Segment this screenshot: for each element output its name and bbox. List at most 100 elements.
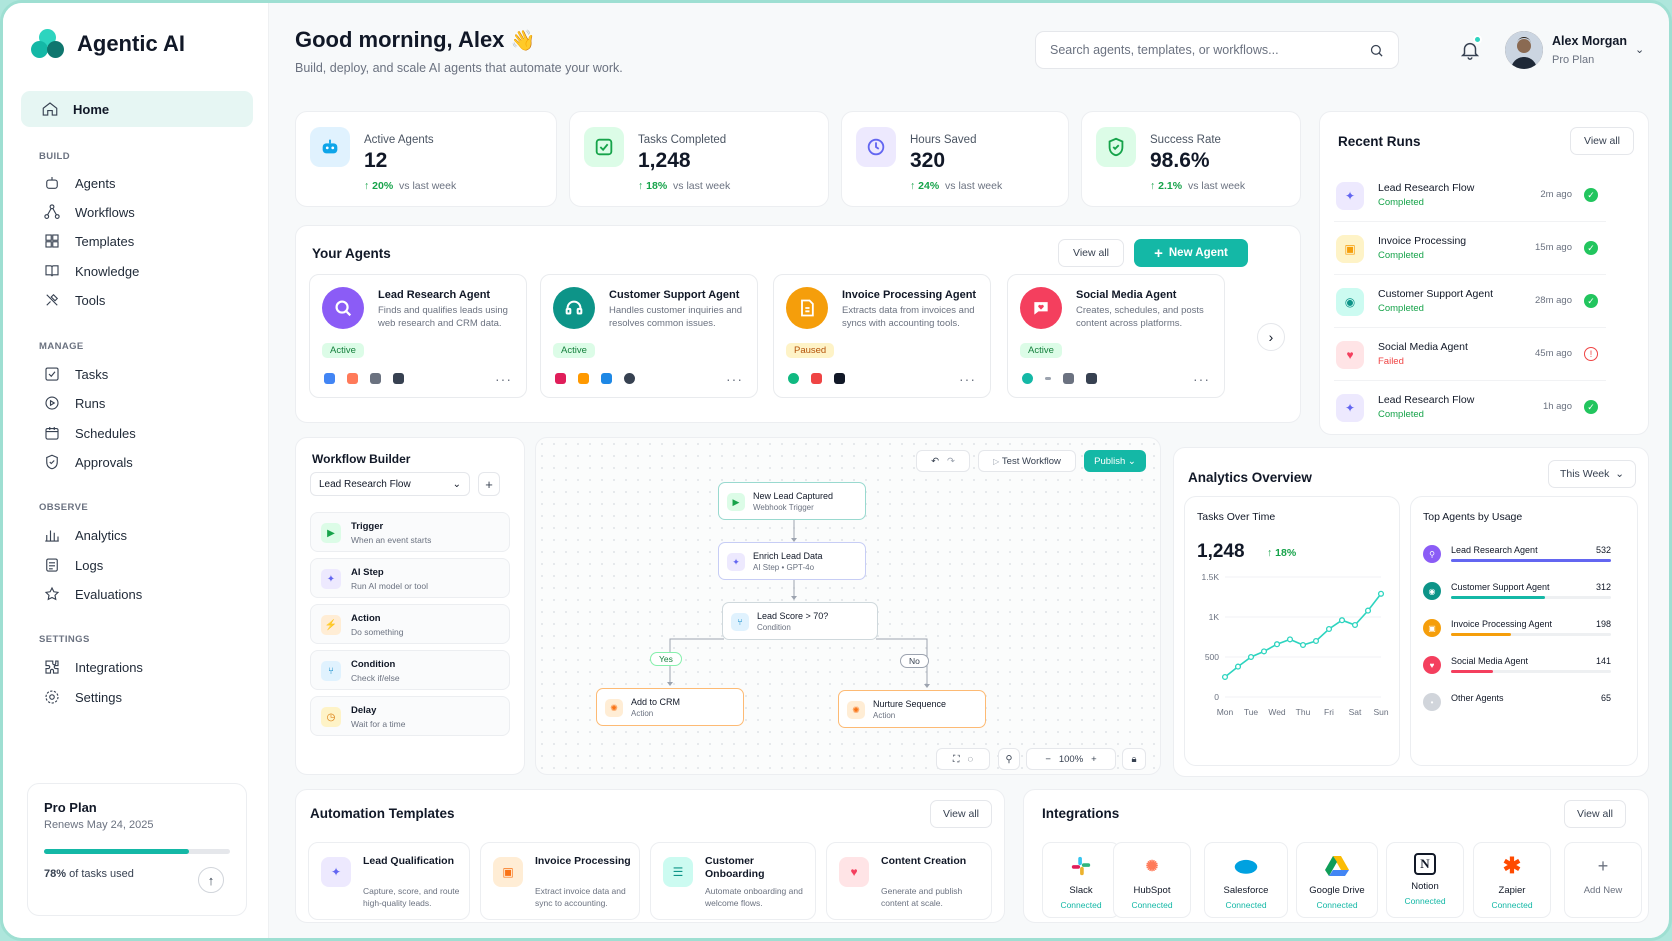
zoom-icon[interactable]: ⚲	[998, 748, 1020, 770]
add-integration-button[interactable]: + Add New	[1564, 842, 1642, 918]
step-ai[interactable]: ✦ AI Step Run AI model or tool	[310, 558, 510, 598]
sidebar-item-knowledge[interactable]: Knowledge	[43, 259, 139, 283]
lock-icon[interactable]: 🔒︎	[1122, 748, 1146, 770]
upgrade-button[interactable]: ↑	[198, 867, 224, 893]
publish-button[interactable]: Publish ⌄	[1084, 450, 1146, 472]
data-point	[1234, 663, 1242, 670]
sidebar-item-schedules[interactable]: Schedules	[43, 421, 136, 445]
integration-slack[interactable]: Slack Connected	[1042, 842, 1120, 918]
chat-heart-icon: ♥	[839, 857, 869, 887]
more-icon[interactable]: ···	[1193, 371, 1210, 387]
integrations-view-all-button[interactable]: View all	[1564, 800, 1626, 828]
step-condition[interactable]: ⑂ Condition Check if/else	[310, 650, 510, 690]
node-nurture[interactable]: ✺ Nurture Sequence Action	[838, 690, 986, 728]
agent-card[interactable]: Invoice Processing Agent Extracts data f…	[773, 274, 991, 398]
chevron-down-icon[interactable]: ⌄	[1635, 44, 1645, 56]
invoice-icon: ▣	[1423, 619, 1441, 637]
star-icon	[44, 586, 60, 601]
template-card[interactable]: ▣ Invoice Processing Extract invoice data …	[480, 842, 640, 920]
tool-icons	[555, 373, 635, 384]
new-agent-button[interactable]: + New Agent	[1134, 239, 1248, 267]
sparkle-icon: ✦	[1336, 182, 1364, 210]
x-tick-label: Sat	[1349, 707, 1362, 717]
integration-notion[interactable]: N Notion Connected	[1386, 842, 1464, 918]
agent-card[interactable]: Customer Support Agent Handles customer …	[540, 274, 758, 398]
more-icon[interactable]: ···	[495, 371, 512, 387]
sidebar-item-runs[interactable]: Runs	[43, 391, 105, 415]
integration-salesforce[interactable]: Salesforce Connected	[1204, 842, 1288, 918]
template-card[interactable]: ☰ Customer Onboarding Automate onboarding …	[650, 842, 816, 920]
sidebar-item-analytics[interactable]: Analytics	[43, 523, 127, 547]
avatar[interactable]	[1505, 31, 1543, 69]
list-item[interactable]: ♥ Social Media Agent Failed 45m ago!	[1334, 329, 1606, 381]
recent-runs-title: Recent Runs	[1338, 134, 1421, 149]
list-item[interactable]: ✦ Lead Research Flow Completed 1h ago ✓	[1334, 382, 1606, 434]
add-workflow-button[interactable]: +	[478, 472, 500, 496]
bar-chart-icon	[45, 530, 59, 542]
node-crm[interactable]: ✺ Add to CRM Action	[596, 688, 744, 726]
nav-section-settings: SETTINGS	[39, 634, 90, 645]
step-trigger[interactable]: ▶ Trigger When an event starts	[310, 512, 510, 552]
range-select[interactable]: This Week ⌄	[1548, 460, 1636, 488]
sidebar-item-approvals[interactable]: Approvals	[43, 450, 133, 474]
fit-view-controls[interactable]: ⛶ ◌	[936, 748, 990, 770]
headset-icon: ◉	[1423, 582, 1441, 600]
sidebar-item-workflows[interactable]: Workflows	[43, 200, 135, 224]
template-card[interactable]: ♥ Content Creation Generate and publish co…	[826, 842, 992, 920]
sidebar-item-templates[interactable]: Templates	[43, 229, 134, 253]
sidebar-item-settings[interactable]: Settings	[43, 685, 122, 709]
workflow-select[interactable]: Lead Research Flow ⌄	[310, 472, 470, 496]
hubspot-icon: ✺	[1145, 858, 1159, 875]
node-condition[interactable]: ⑂ Lead Score > 70? Condition	[722, 602, 878, 640]
plus-icon: +	[1597, 855, 1609, 876]
sidebar-item-logs[interactable]: Logs	[43, 553, 103, 577]
templates-view-all-button[interactable]: View all	[930, 800, 992, 828]
step-action[interactable]: ⚡ Action Do something	[310, 604, 510, 644]
agent-card[interactable]: Lead Research Agent Finds and qualifies …	[309, 274, 527, 398]
list-item[interactable]: ◉ Customer Support Agent Completed 28m ag…	[1334, 276, 1606, 328]
template-card[interactable]: ✦ Lead Qualification Capture, score, and r…	[308, 842, 470, 920]
search-input[interactable]: Search agents, templates, or workflows..…	[1035, 31, 1399, 69]
node-trigger[interactable]: ▶ New Lead Captured Webhook Trigger	[718, 482, 866, 520]
agent-card[interactable]: Social Media Agent Creates, schedules, a…	[1007, 274, 1225, 398]
sidebar-item-tasks[interactable]: Tasks	[43, 362, 108, 386]
sparkle-icon: ✦	[1336, 394, 1364, 422]
shield-check-icon	[46, 454, 58, 470]
user-name: Alex Morgan	[1552, 34, 1628, 48]
shield-check-icon	[1096, 127, 1136, 167]
sidebar-item-tools[interactable]: Tools	[43, 288, 105, 312]
zoom-controls[interactable]: − 100% +	[1026, 748, 1116, 770]
sparkle-icon: ✦	[727, 553, 745, 571]
node-enrich[interactable]: ✦ Enrich Lead Data AI Step • GPT-4o	[718, 542, 866, 580]
chevron-right-icon[interactable]: ›	[1257, 323, 1285, 351]
bell-icon[interactable]	[1459, 39, 1481, 61]
agents-view-all-button[interactable]: View all	[1058, 239, 1124, 267]
sidebar-item-agents[interactable]: Agents	[43, 171, 115, 195]
integration-google-drive[interactable]: Google Drive Connected	[1296, 842, 1378, 918]
test-workflow-button[interactable]: ▷ Test Workflow	[978, 450, 1076, 472]
recent-runs-view-all-button[interactable]: View all	[1570, 127, 1634, 155]
undo-redo[interactable]: ↶ ↷	[916, 450, 970, 472]
sidebar-item-integrations[interactable]: Integrations	[43, 655, 143, 679]
more-icon[interactable]: ···	[959, 371, 976, 387]
robot-icon	[310, 127, 350, 167]
analytics-panel: Analytics Overview This Week ⌄ Tasks Ove…	[1173, 447, 1649, 777]
list-item[interactable]: ✦ Lead Research Flow Completed 2m ago ✓	[1334, 170, 1606, 222]
sidebar-item-evaluations[interactable]: Evaluations	[43, 582, 142, 606]
data-point	[1338, 617, 1346, 624]
dots-icon: •	[1423, 693, 1441, 711]
y-tick-label: 500	[1205, 652, 1219, 662]
brand-logo[interactable]: Agentic AI	[31, 29, 185, 59]
data-point	[1260, 648, 1268, 655]
yes-label: Yes	[650, 652, 682, 666]
sidebar-item-home[interactable]: Home	[21, 91, 253, 127]
step-delay[interactable]: ◷ Delay Wait for a time	[310, 696, 510, 736]
branch-icon: ⑂	[321, 661, 341, 681]
tasks-chart-title: Tasks Over Time	[1197, 511, 1276, 523]
more-icon[interactable]: ···	[726, 371, 743, 387]
data-point	[1247, 653, 1255, 661]
list-item[interactable]: ▣ Invoice Processing Completed 15m ago ✓	[1334, 223, 1606, 275]
workflow-canvas[interactable]: ↶ ↷ ▷ Test Workflow Publish ⌄ ▶ New Lead …	[535, 437, 1161, 775]
integration-hubspot[interactable]: ✺ HubSpot Connected	[1113, 842, 1191, 918]
integration-zapier[interactable]: ✱ Zapier Connected	[1473, 842, 1551, 918]
